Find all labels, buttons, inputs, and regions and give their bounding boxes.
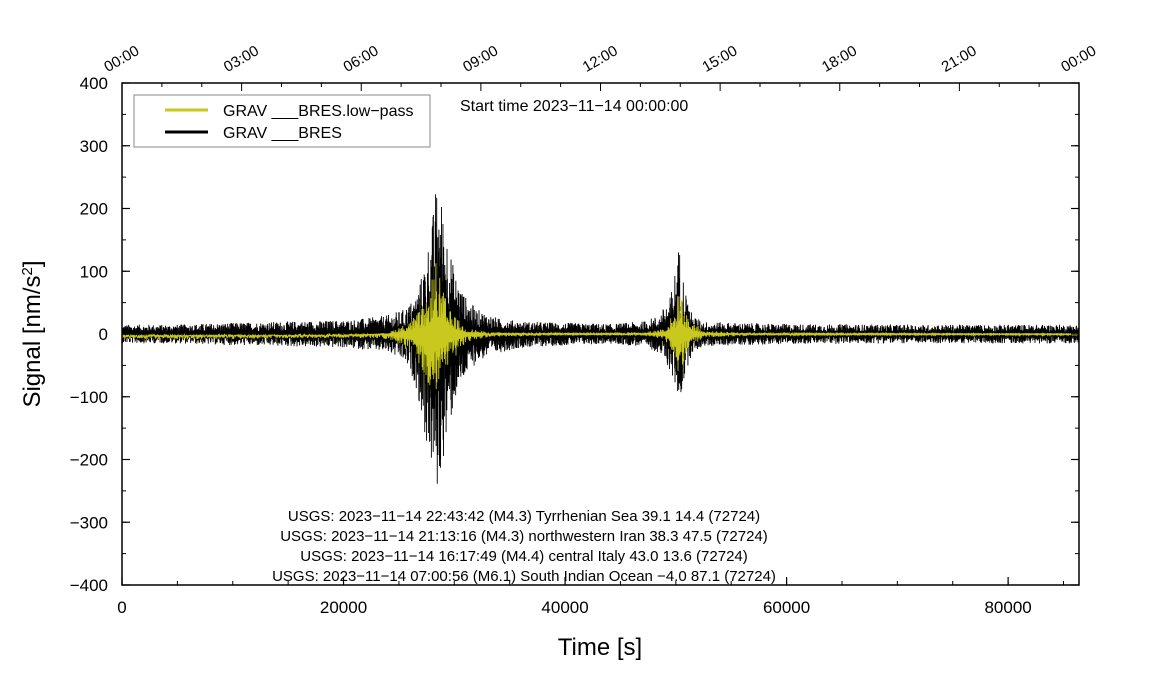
legend-box	[133, 94, 431, 148]
y-tick-label: −400	[70, 576, 108, 595]
event-line: USGS: 2023−11−14 16:17:49 (M4.4) central…	[300, 548, 748, 565]
x-tick-label: 80000	[984, 598, 1031, 617]
event-line: USGS: 2023−11−14 21:13:16 (M4.3) northwe…	[280, 528, 768, 545]
top-tick-label: 21:00	[939, 42, 980, 75]
y-tick-label: 100	[80, 262, 108, 281]
y-tick-label: 300	[80, 137, 108, 156]
top-tick-label: 12:00	[580, 42, 621, 75]
y-axis-title-main: Signal [nm/s	[19, 275, 46, 407]
x-axis-title: Time [s]	[558, 634, 642, 661]
legend: GRAV ___BRES.low−pass GRAV ___BRES	[133, 94, 431, 148]
top-tick-label: 06:00	[340, 42, 381, 75]
y-axis-title-sup: 2	[19, 267, 36, 275]
y-tick-label: −100	[70, 388, 108, 407]
y-axis-title-close: ]	[19, 260, 46, 267]
event-list: USGS: 2023−11−14 22:43:42 (M4.3) Tyrrhen…	[272, 508, 776, 585]
series-line-raw	[122, 194, 1079, 484]
x-tick-label: 40000	[541, 598, 588, 617]
series-line-lowpass	[122, 263, 1079, 390]
x-tick-label: 60000	[763, 598, 810, 617]
y-tick-label: 0	[99, 325, 108, 344]
y-tick-label: −300	[70, 513, 108, 532]
top-tick-label: 00:00	[101, 42, 142, 75]
y-axis-title: Signal [nm/s2]	[19, 260, 47, 407]
x-tick-label: 20000	[320, 598, 367, 617]
y-tick-label: 200	[80, 200, 108, 219]
top-tick-label: 00:00	[1058, 42, 1099, 75]
y-tick-label: 400	[80, 74, 108, 93]
legend-label-raw: GRAV ___BRES	[223, 125, 342, 142]
event-line: USGS: 2023−11−14 07:00:56 (M6.1) South I…	[272, 568, 776, 585]
start-time-annotation: Start time 2023−11−14 00:00:00	[460, 98, 688, 115]
top-tick-label: 09:00	[460, 42, 501, 75]
event-line: USGS: 2023−11−14 22:43:42 (M4.3) Tyrrhen…	[288, 508, 760, 525]
series-layer	[122, 194, 1079, 484]
legend-label-lowpass: GRAV ___BRES.low−pass	[223, 103, 413, 120]
top-tick-label: 03:00	[221, 42, 262, 75]
x-tick-label: 0	[117, 598, 126, 617]
y-tick-label: −200	[70, 451, 108, 470]
top-tick-label: 15:00	[699, 42, 740, 75]
top-tick-label: 18:00	[819, 42, 860, 75]
